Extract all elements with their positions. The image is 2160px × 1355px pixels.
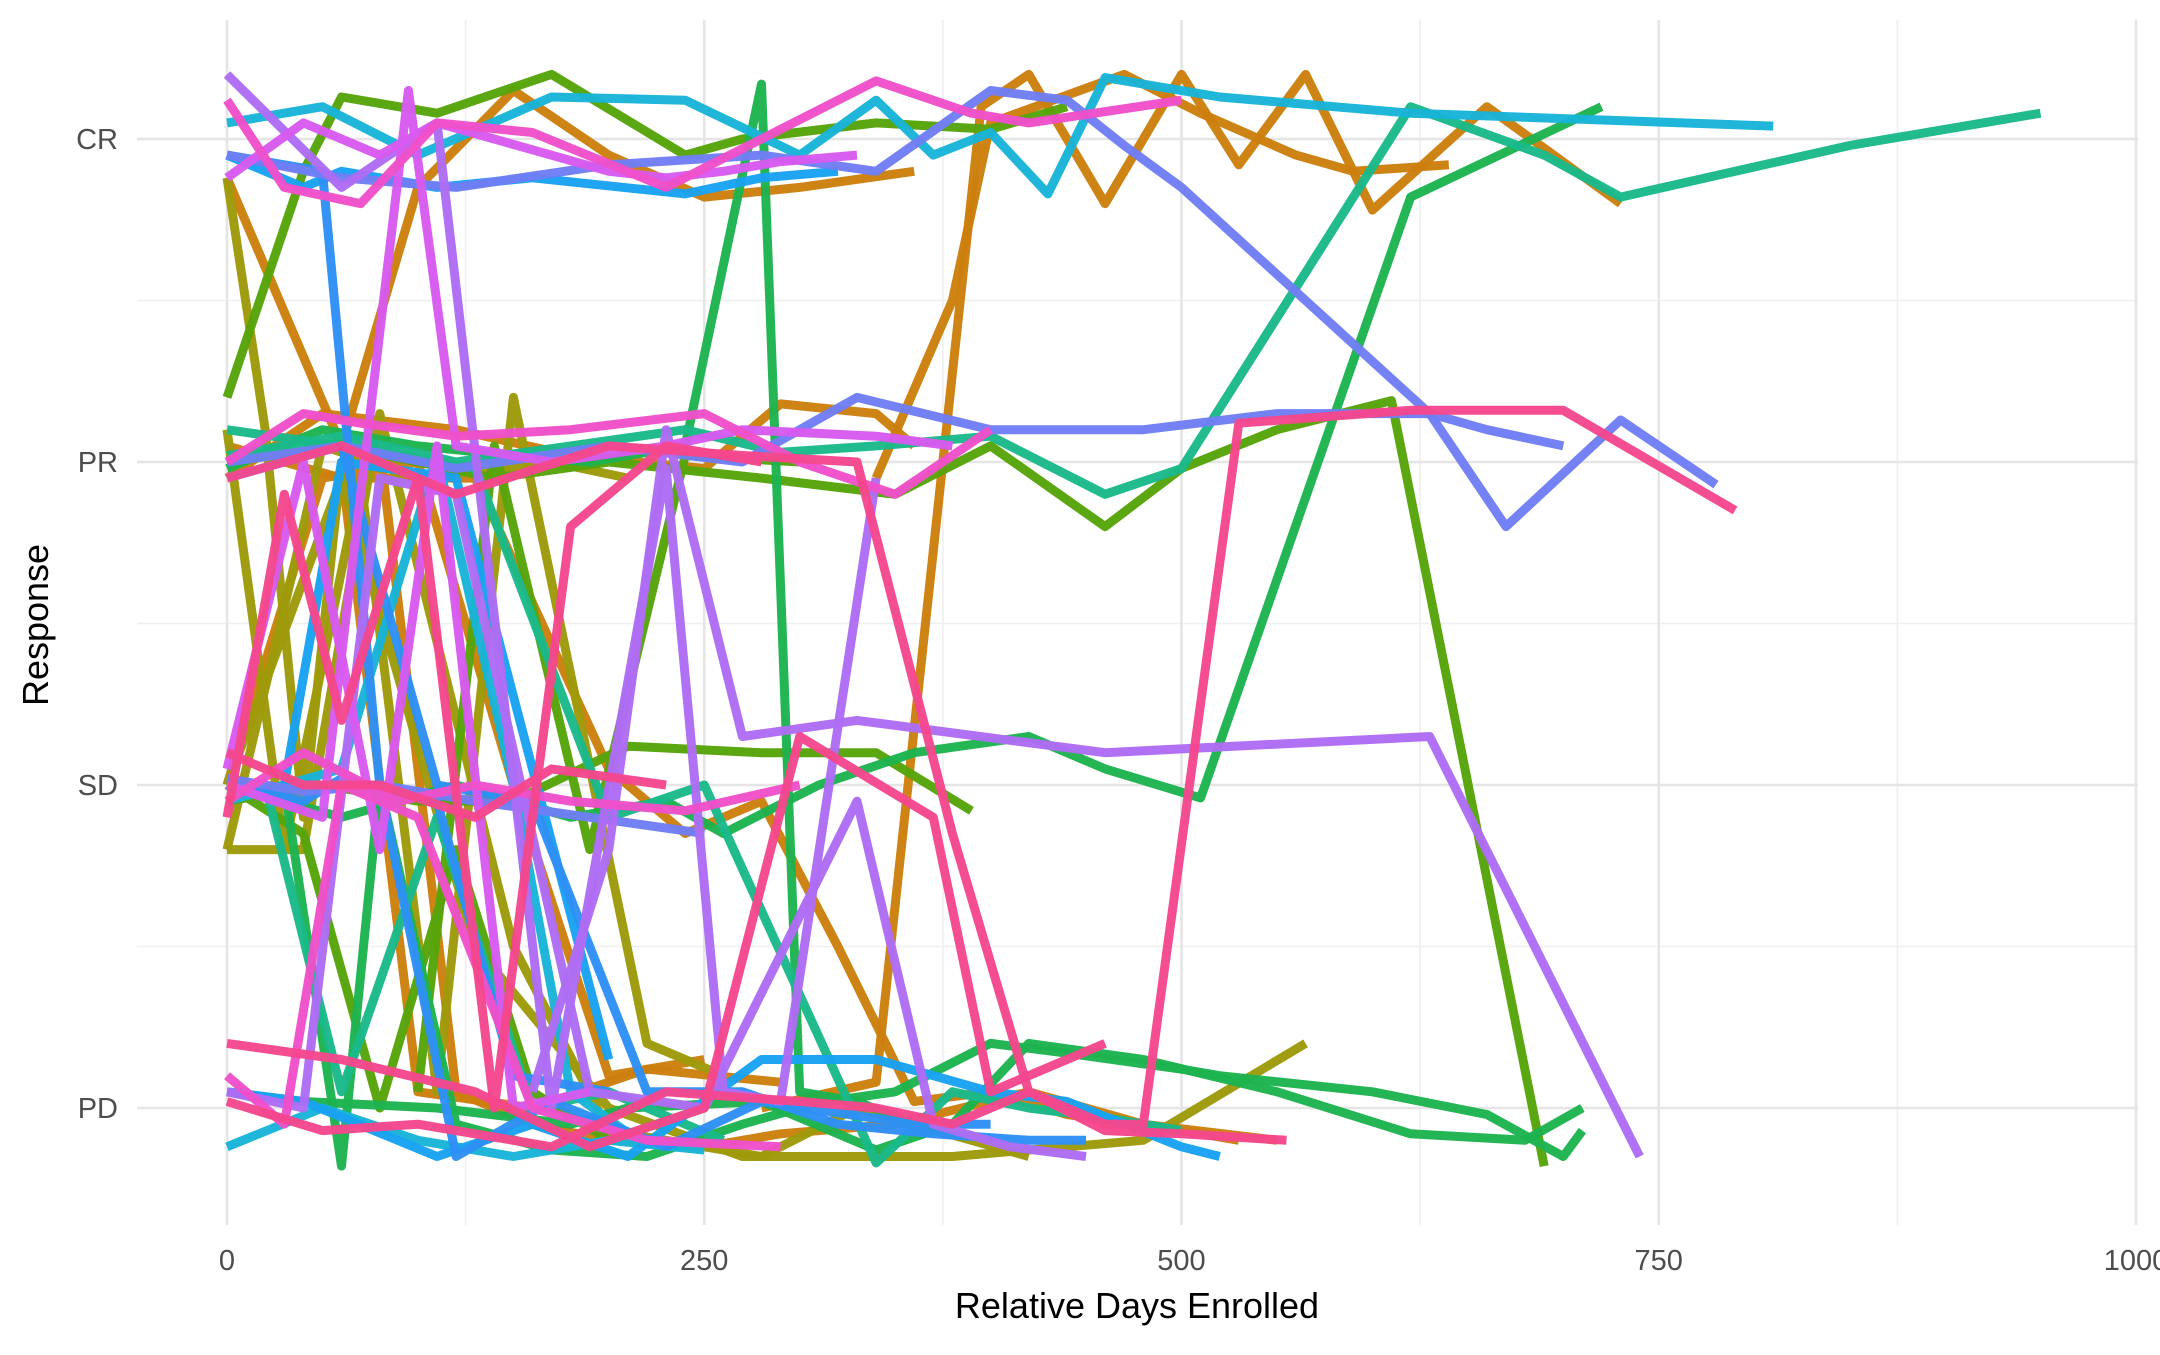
series-line-53 bbox=[222, 441, 763, 1113]
x-axis-title: Relative Days Enrolled bbox=[955, 1285, 1319, 1326]
series-line-52 bbox=[225, 748, 667, 822]
y-tick-label: PD bbox=[78, 1093, 118, 1125]
x-tick-label: 1000 bbox=[2104, 1245, 2160, 1277]
x-axis-ticks: 0 250 500 750 1000 bbox=[219, 1245, 2160, 1277]
y-tick-label: SD bbox=[78, 770, 118, 802]
series-lines bbox=[222, 69, 2042, 1171]
x-tick-label: 0 bbox=[219, 1245, 235, 1277]
series-line-31 bbox=[226, 1055, 1221, 1161]
series-line-2 bbox=[871, 69, 1450, 480]
series-line-49 bbox=[225, 405, 1738, 1129]
series-line-42 bbox=[224, 118, 858, 183]
series-line-51 bbox=[226, 732, 1107, 1152]
y-tick-label: PR bbox=[78, 447, 118, 479]
x-tick-label: 500 bbox=[1157, 1245, 1205, 1277]
series-line-12 bbox=[222, 473, 1308, 1161]
series-line-50 bbox=[225, 1087, 1287, 1152]
y-axis-ticks: PD SD PR CR bbox=[76, 124, 118, 1125]
series-line-15 bbox=[226, 396, 1549, 1167]
series-line-47 bbox=[224, 748, 801, 816]
series-line-48 bbox=[224, 780, 781, 1152]
series-line-36 bbox=[226, 86, 1719, 532]
series-line-23 bbox=[226, 1038, 1585, 1155]
series-line-1 bbox=[760, 69, 1624, 1113]
y-axis-title: Response bbox=[15, 544, 56, 706]
x-tick-label: 750 bbox=[1635, 1245, 1683, 1277]
y-tick-label: CR bbox=[76, 124, 118, 156]
series-line-3 bbox=[222, 86, 915, 451]
series-line-45 bbox=[223, 76, 1183, 209]
series-line-29 bbox=[225, 451, 650, 1151]
x-tick-label: 250 bbox=[680, 1245, 728, 1277]
